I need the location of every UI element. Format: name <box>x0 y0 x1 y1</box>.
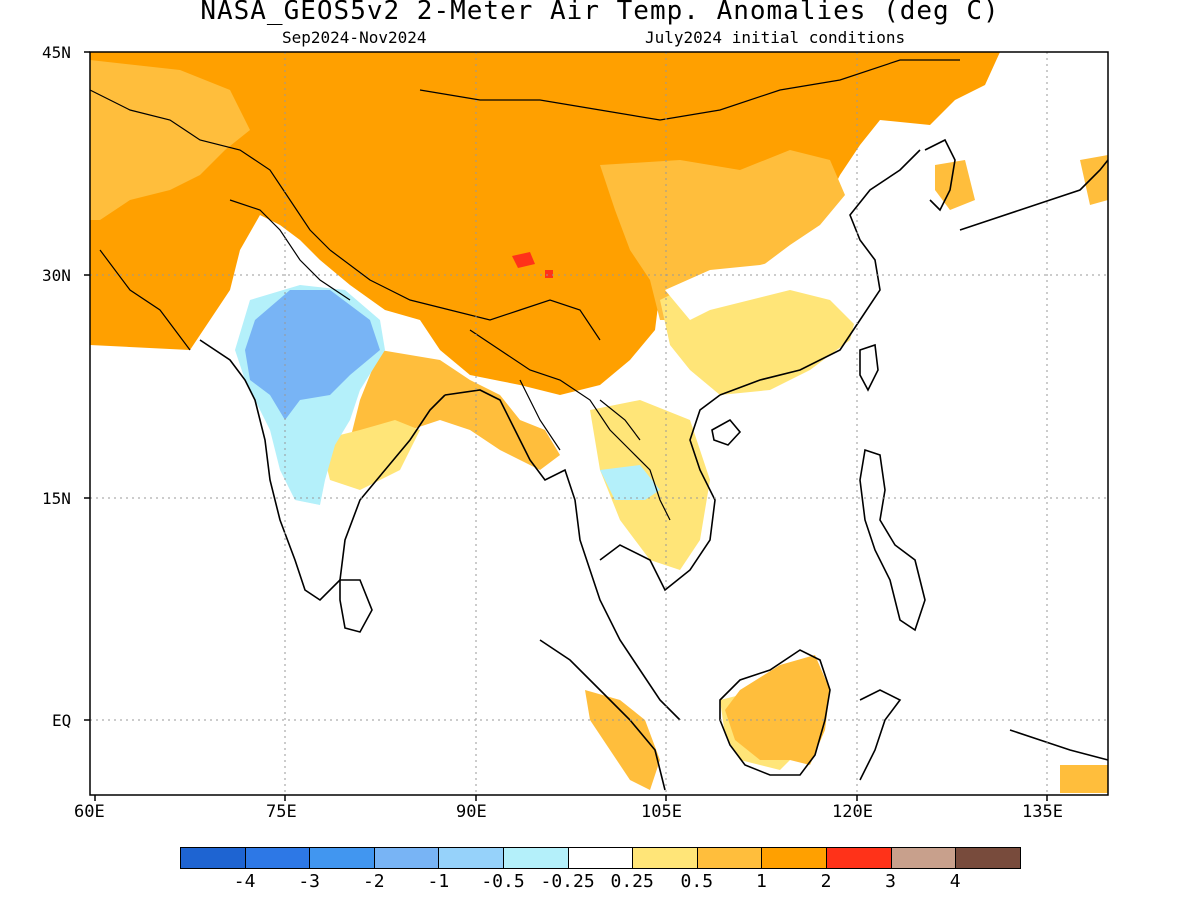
anomaly-field-lightorange-china <box>600 150 845 320</box>
anomaly-field-red-tibet <box>512 252 535 268</box>
anomaly-field-orange-sumatra <box>585 690 660 790</box>
colorbar-swatch <box>309 847 375 869</box>
axis-ticks <box>84 51 1048 801</box>
anomaly-field-blue-india <box>245 290 380 420</box>
colorbar-label: -4 <box>233 871 256 892</box>
colorbar-swatch <box>567 847 634 869</box>
colorbar-swatch <box>180 847 246 869</box>
colorbar-swatch <box>438 847 504 869</box>
anomaly-field-lightorange-south <box>350 350 560 470</box>
colorbar-label: -0.25 <box>540 871 595 892</box>
anomaly-fields <box>90 52 1108 793</box>
coastline-philippines <box>859 448 926 632</box>
anomaly-field-orange-north <box>90 52 1000 395</box>
map-title: NASA_GEOS5v2 2-Meter Air Temp. Anomalies… <box>200 0 1000 26</box>
initial-conditions-label: July2024 initial conditions <box>645 28 906 47</box>
colorbar-swatch <box>955 847 1021 869</box>
gridlines <box>90 52 1108 795</box>
lon-label-75e: 75E <box>266 802 297 822</box>
coastline-borneo <box>719 649 831 776</box>
coastline-bay-bengal-east <box>444 389 681 721</box>
lon-label-90e: 90E <box>456 802 487 822</box>
country-borders <box>89 59 960 521</box>
colorbar-swatch <box>696 847 763 869</box>
coastline-srilanka <box>339 579 373 633</box>
colorbar-swatch <box>761 847 827 869</box>
colorbar-label: -2 <box>362 871 385 892</box>
anomaly-field-orange-borneo <box>725 655 830 765</box>
coastline-korea <box>924 138 956 212</box>
coastline-newguinea <box>1009 729 1109 761</box>
anomaly-field-red-tibet-small <box>545 270 553 278</box>
lon-label-135e: 135E <box>1022 802 1063 822</box>
colorbar-label: 1 <box>755 871 767 892</box>
coastlines <box>199 138 1109 791</box>
lat-label-30n: 30N <box>42 266 71 285</box>
colorbar-label: 4 <box>949 871 961 892</box>
anomaly-map <box>84 51 1109 801</box>
coastline-japan <box>959 159 1109 231</box>
border-west-asia <box>89 89 351 351</box>
coastline-sumatra <box>539 639 666 791</box>
anomaly-field-orange-korea <box>935 160 975 210</box>
coastline-taiwan <box>859 343 879 392</box>
anomaly-field-orange-japan <box>1080 155 1108 205</box>
colorbar-label: -3 <box>298 871 321 892</box>
colorbar-swatch <box>244 847 311 869</box>
lat-label-45n: 45N <box>42 43 71 62</box>
colorbar-swatch <box>890 847 957 869</box>
colorbar-label: 2 <box>820 871 832 892</box>
coastline-india <box>199 339 446 602</box>
anomaly-field-cyan-indochina <box>600 465 660 500</box>
colorbar-label: 0.25 <box>610 871 654 892</box>
lon-label-120e: 120E <box>832 802 873 822</box>
coastline-indochina <box>599 394 721 592</box>
lon-label-105e: 105E <box>641 802 682 822</box>
colorbar-label: 0.5 <box>680 871 714 892</box>
colorbar-swatch <box>632 847 698 869</box>
lat-label-15n: 15N <box>42 489 71 508</box>
colorbar-swatch <box>503 847 569 869</box>
colorbar-label: -1 <box>427 871 450 892</box>
lon-label-60e: 60E <box>74 802 105 822</box>
border-china-mongolia <box>419 59 960 121</box>
anomaly-field-orange-newguinea <box>1060 765 1108 793</box>
border-himalaya <box>329 249 601 341</box>
colorbar-swatch <box>373 847 440 869</box>
colorbar-swatch <box>826 847 892 869</box>
colorbar-label: 3 <box>885 871 897 892</box>
colorbar-label: -0.5 <box>481 871 525 892</box>
coastline-sulawesi <box>859 689 902 781</box>
lat-label-eq: EQ <box>52 711 72 730</box>
map-frame <box>89 51 1109 796</box>
border-mainland-se-asia <box>469 329 671 521</box>
coastline-hainan <box>711 418 742 446</box>
anomaly-field-neutral-china <box>665 240 880 330</box>
anomaly-field-lightorange-west <box>90 60 250 220</box>
season-label: Sep2024-Nov2024 <box>282 28 427 47</box>
anomaly-field-yellow-india <box>320 420 420 490</box>
